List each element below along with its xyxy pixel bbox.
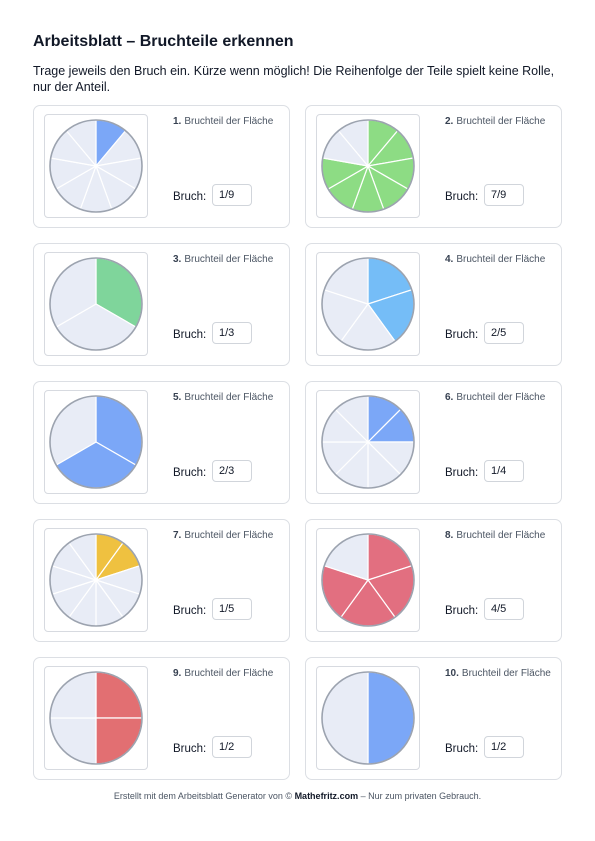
fraction-circle: [44, 252, 148, 356]
footer-prefix: Erstellt mit dem Arbeitsblatt Generator …: [113, 791, 295, 801]
instructions: Trage jeweils den Bruch ein. Kürze wenn …: [33, 64, 555, 94]
task-text: Bruchteil der Fläche: [184, 116, 274, 127]
circle-outline: [49, 533, 143, 627]
task-card: 7. Bruchteil der Fläche Bruch: 1/5: [33, 519, 290, 642]
footer-suffix: – Nur zum privaten Gebrauch.: [358, 791, 482, 801]
task-number: 5.: [173, 392, 182, 403]
fraction-circle: [316, 114, 420, 218]
task-number: 9.: [173, 668, 182, 679]
task-text: Bruchteil der Fläche: [456, 254, 546, 265]
task-text: Bruchteil der Fläche: [456, 530, 546, 541]
task-prompt: 1. Bruchteil der Fläche: [173, 115, 283, 128]
task-card: 2. Bruchteil der Fläche Bruch: 7/9: [305, 105, 562, 228]
answer-label: Bruch:: [445, 329, 479, 341]
answer-label: Bruch:: [445, 743, 479, 755]
task-card: 5. Bruchteil der Fläche Bruch: 2/3: [33, 381, 290, 504]
answer-label: Bruch:: [173, 329, 207, 341]
circle-outline: [321, 395, 415, 489]
task-number: 8.: [445, 530, 454, 541]
answer-field[interactable]: 4/5: [484, 598, 524, 620]
task-text: Bruchteil der Fläche: [184, 668, 274, 679]
answer-field[interactable]: 1/9: [212, 184, 252, 206]
task-number: 6.: [445, 392, 454, 403]
circle-outline: [321, 671, 415, 765]
page-title: Arbeitsblatt – Bruchteile erkennen: [33, 33, 294, 50]
answer-label: Bruch:: [445, 191, 479, 203]
answer-label: Bruch:: [445, 467, 479, 479]
fraction-circle: [316, 390, 420, 494]
task-number: 2.: [445, 116, 454, 127]
task-text: Bruchteil der Fläche: [456, 116, 546, 127]
circle-outline: [321, 533, 415, 627]
task-prompt: 9. Bruchteil der Fläche: [173, 667, 283, 680]
circle-outline: [321, 257, 415, 351]
answer-field[interactable]: 1/2: [484, 736, 524, 758]
circle-outline: [49, 119, 143, 213]
task-card: 6. Bruchteil der Fläche Bruch: 1/4: [305, 381, 562, 504]
fraction-circle: [44, 390, 148, 494]
task-prompt: 5. Bruchteil der Fläche: [173, 391, 283, 404]
circle-outline: [49, 395, 143, 489]
circle-outline: [49, 257, 143, 351]
task-card: 1. Bruchteil der Fläche Bruch: 1/9: [33, 105, 290, 228]
task-card: 8. Bruchteil der Fläche Bruch: 4/5: [305, 519, 562, 642]
task-prompt: 4. Bruchteil der Fläche: [445, 253, 555, 266]
task-text: Bruchteil der Fläche: [184, 254, 274, 265]
empty-slice: [321, 671, 369, 765]
task-prompt: 10. Bruchteil der Fläche: [445, 667, 555, 680]
task-number: 3.: [173, 254, 182, 265]
task-prompt: 8. Bruchteil der Fläche: [445, 529, 555, 542]
answer-label: Bruch:: [173, 467, 207, 479]
answer-label: Bruch:: [173, 605, 207, 617]
task-text: Bruchteil der Fläche: [184, 530, 274, 541]
task-text: Bruchteil der Fläche: [184, 392, 274, 403]
task-number: 7.: [173, 530, 182, 541]
task-prompt: 2. Bruchteil der Fläche: [445, 115, 555, 128]
task-card: 4. Bruchteil der Fläche Bruch: 2/5: [305, 243, 562, 366]
footer: Erstellt mit dem Arbeitsblatt Generator …: [0, 791, 595, 801]
task-card: 9. Bruchteil der Fläche Bruch: 1/2: [33, 657, 290, 780]
answer-field[interactable]: 7/9: [484, 184, 524, 206]
task-prompt: 7. Bruchteil der Fläche: [173, 529, 283, 542]
task-prompt: 3. Bruchteil der Fläche: [173, 253, 283, 266]
task-number: 1.: [173, 116, 182, 127]
shaded-slice: [367, 671, 415, 765]
circle-outline: [49, 671, 143, 765]
task-card: 10. Bruchteil der Fläche Bruch: 1/2: [305, 657, 562, 780]
task-number: 4.: [445, 254, 454, 265]
answer-field[interactable]: 1/3: [212, 322, 252, 344]
answer-field[interactable]: 1/5: [212, 598, 252, 620]
fraction-circle: [44, 114, 148, 218]
footer-brand: Mathefritz.com: [294, 791, 359, 801]
fraction-circle: [316, 666, 420, 770]
answer-field[interactable]: 2/3: [212, 460, 252, 482]
circle-outline: [321, 119, 415, 213]
answer-field[interactable]: 1/2: [212, 736, 252, 758]
answer-field[interactable]: 2/5: [484, 322, 524, 344]
task-prompt: 6. Bruchteil der Fläche: [445, 391, 555, 404]
task-text: Bruchteil der Fläche: [461, 668, 551, 679]
task-card: 3. Bruchteil der Fläche Bruch: 1/3: [33, 243, 290, 366]
answer-label: Bruch:: [173, 191, 207, 203]
answer-label: Bruch:: [445, 605, 479, 617]
task-text: Bruchteil der Fläche: [456, 392, 546, 403]
answer-label: Bruch:: [173, 743, 207, 755]
fraction-circle: [316, 252, 420, 356]
answer-field[interactable]: 1/4: [484, 460, 524, 482]
fraction-circle: [44, 666, 148, 770]
task-number: 10.: [445, 668, 459, 679]
fraction-circle: [44, 528, 148, 632]
fraction-circle: [316, 528, 420, 632]
